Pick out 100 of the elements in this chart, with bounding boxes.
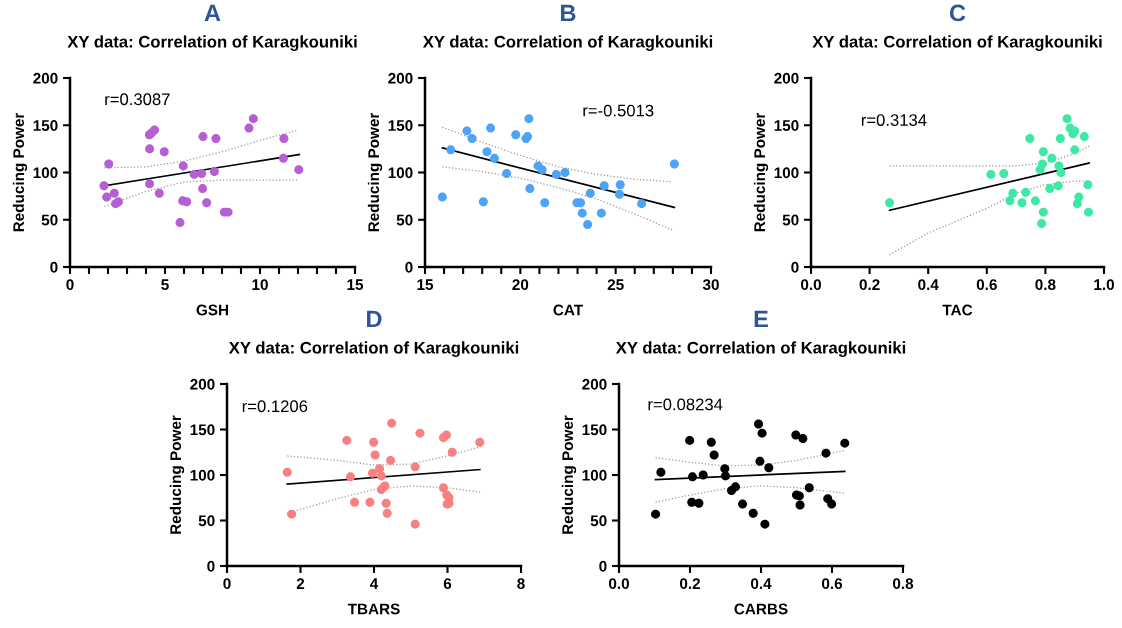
- point: [599, 181, 609, 191]
- point: [1074, 192, 1084, 202]
- point: [1055, 133, 1065, 143]
- point: [1053, 181, 1063, 191]
- point: [99, 181, 109, 191]
- y-tick-label: 0: [207, 560, 215, 572]
- point: [748, 508, 758, 518]
- point: [1047, 153, 1057, 163]
- text: A: [204, 4, 221, 22]
- point: [478, 197, 488, 207]
- point: [1038, 207, 1048, 217]
- point: [1037, 219, 1047, 229]
- point: [387, 418, 397, 428]
- point: [410, 462, 420, 472]
- point: [211, 133, 221, 143]
- point: [614, 189, 624, 199]
- x-tick-label: 6: [443, 578, 452, 590]
- chart-title: XY data: Correlation of Karagkouniki: [422, 35, 713, 51]
- point: [795, 500, 805, 510]
- line-series: [441, 166, 674, 231]
- point: [596, 208, 606, 218]
- y-tick-label: 100: [33, 167, 58, 179]
- text: E: [754, 310, 768, 328]
- x-tick-label: 0.8: [892, 578, 914, 590]
- point: [278, 153, 288, 163]
- x-axis-title: CARBS: [734, 603, 788, 615]
- x-tick-label: 0.2: [679, 578, 701, 590]
- x-tick-label: 10: [252, 279, 268, 291]
- y-tick-label: 200: [582, 378, 607, 390]
- point: [294, 165, 304, 175]
- point: [486, 123, 496, 133]
- point: [821, 448, 831, 458]
- chart-title: XY data: Correlation of Karagkouniki: [812, 35, 1102, 51]
- x-tick-label: 15: [417, 279, 434, 291]
- y-axis-title: Reducing Power: [367, 112, 383, 232]
- line-series: [103, 179, 299, 208]
- point: [248, 114, 258, 124]
- y-axis-title: Reducing Power: [561, 415, 577, 534]
- point: [350, 497, 360, 507]
- y-tick-label: 150: [190, 424, 215, 436]
- point: [827, 499, 837, 509]
- x-tick-label: 0.0: [608, 578, 629, 590]
- x-tick-label: 20: [512, 279, 529, 291]
- point: [502, 168, 512, 178]
- point: [637, 199, 647, 209]
- point: [375, 464, 385, 474]
- point: [154, 188, 164, 198]
- point: [721, 471, 730, 481]
- point: [369, 437, 379, 447]
- y-tick-label: 200: [33, 72, 58, 84]
- point: [182, 197, 192, 207]
- x-tick-label: 5: [161, 279, 169, 291]
- x-tick-label: 0.6: [821, 578, 843, 590]
- point: [1083, 180, 1093, 190]
- point: [382, 508, 392, 518]
- chart-title: XY data: Correlation of Karagkouniki: [615, 341, 906, 357]
- y-tick-label: 0: [599, 560, 607, 572]
- y-tick-label: 200: [190, 378, 215, 390]
- point: [1025, 133, 1035, 143]
- x-tick-label: 0.8: [1035, 279, 1056, 291]
- y-tick-label: 50: [590, 515, 607, 527]
- x-tick-label: 15: [347, 279, 364, 291]
- point: [446, 145, 456, 155]
- x-tick-label: 0: [66, 279, 74, 291]
- point: [709, 450, 719, 460]
- point: [754, 419, 764, 429]
- point: [577, 208, 587, 218]
- y-tick-label: 150: [33, 120, 58, 131]
- point: [1079, 132, 1089, 142]
- point: [1037, 159, 1047, 169]
- point: [244, 123, 254, 133]
- point: [198, 184, 208, 194]
- point: [585, 188, 595, 198]
- y-tick-label: 150: [582, 424, 607, 436]
- point: [482, 147, 492, 157]
- chart-title: XY data: Correlation of Karagkouniki: [67, 35, 357, 51]
- x-tick-label: 0.6: [976, 279, 997, 291]
- point: [583, 219, 593, 229]
- annotation: r=0.08234: [648, 398, 723, 411]
- point: [175, 218, 185, 228]
- point: [365, 497, 375, 507]
- point: [447, 447, 457, 457]
- annotation: r=0.1206: [242, 400, 308, 413]
- point: [202, 198, 212, 208]
- point: [885, 198, 895, 208]
- point: [706, 437, 716, 447]
- y-tick-label: 100: [388, 167, 413, 179]
- point: [209, 167, 219, 177]
- y-axis-title: Reducing Power: [753, 112, 769, 232]
- x-axis-title: GSH: [196, 304, 229, 316]
- y-tick-label: 50: [41, 214, 58, 226]
- point: [159, 147, 169, 157]
- y-tick-label: 0: [50, 261, 58, 273]
- point: [560, 168, 570, 177]
- y-axis-title: Reducing Power: [12, 112, 28, 232]
- x-tick-label: 0: [223, 578, 231, 590]
- y-tick-label: 0: [791, 261, 799, 273]
- text: D: [367, 310, 382, 328]
- point: [1038, 147, 1048, 157]
- point: [1008, 188, 1018, 198]
